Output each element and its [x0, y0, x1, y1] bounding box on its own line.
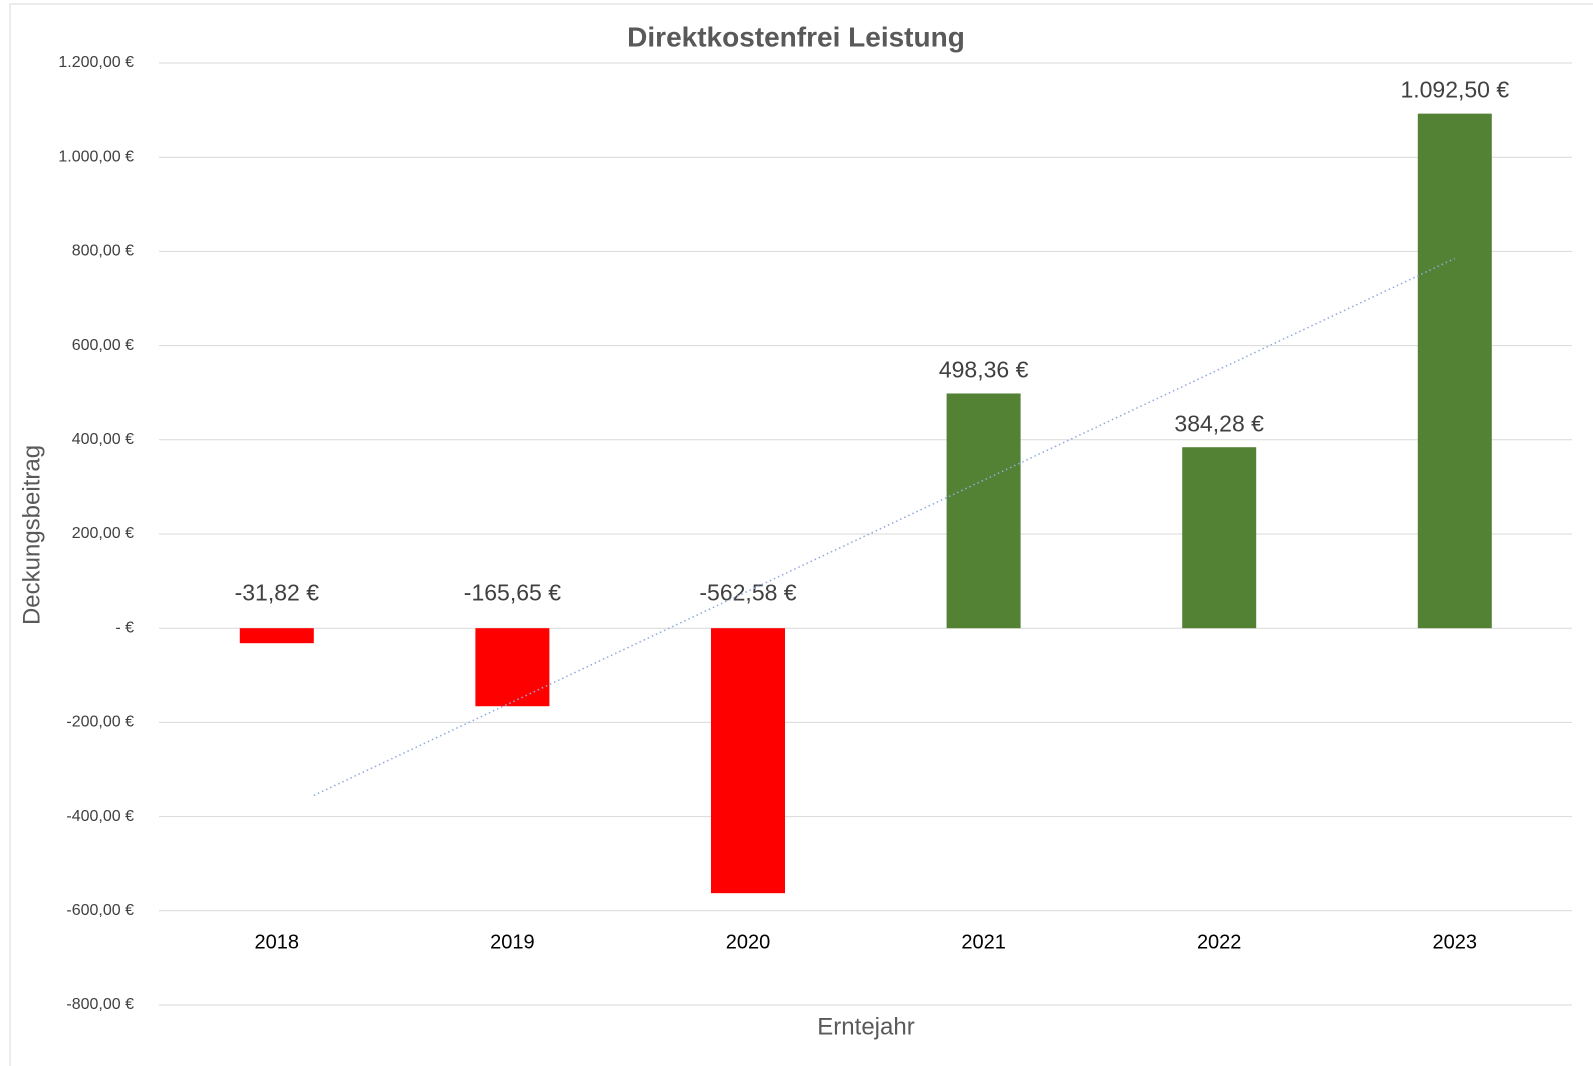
- y-tick-label: 200,00 €: [72, 525, 134, 542]
- y-tick-label: -400,00 €: [66, 808, 134, 825]
- x-tick-label: 2020: [726, 931, 771, 953]
- y-tick-label: 600,00 €: [72, 337, 134, 354]
- data-label: 384,28 €: [1174, 410, 1264, 436]
- y-tick-label: 1.200,00 €: [58, 54, 134, 71]
- y-tick-label: 1.000,00 €: [58, 148, 134, 165]
- y-tick-label: -200,00 €: [66, 714, 134, 731]
- data-label: 498,36 €: [939, 357, 1029, 383]
- data-label: -165,65 €: [464, 579, 561, 605]
- y-tick-label: 800,00 €: [72, 243, 134, 260]
- x-tick-label: 2023: [1433, 931, 1478, 953]
- x-tick-label: 2018: [255, 931, 300, 953]
- chart-frame: [9, 3, 1593, 1066]
- x-axis-title: Erntejahr: [817, 1013, 914, 1040]
- bar: [239, 628, 314, 644]
- bar: [475, 628, 550, 707]
- bar: [946, 393, 1021, 629]
- chart-title: Direktkostenfrei Leistung: [627, 21, 965, 52]
- data-label: -31,82 €: [235, 579, 320, 605]
- trendline: [313, 257, 1456, 797]
- bar: [1417, 113, 1492, 629]
- y-tick-label: -800,00 €: [66, 996, 134, 1013]
- y-tick-label: -600,00 €: [66, 902, 134, 919]
- y-axis-title: Deckungsbeitrag: [18, 445, 45, 625]
- bar: [1182, 447, 1257, 629]
- x-tick-label: 2019: [490, 931, 535, 953]
- x-tick-label: 2021: [961, 931, 1006, 953]
- data-label: 1.092,50 €: [1400, 77, 1509, 103]
- y-tick-label: 400,00 €: [72, 431, 134, 448]
- y-tick-label: - €: [115, 619, 134, 636]
- x-tick-label: 2022: [1197, 931, 1242, 953]
- data-label: -562,58 €: [699, 579, 796, 605]
- bar: [711, 628, 785, 894]
